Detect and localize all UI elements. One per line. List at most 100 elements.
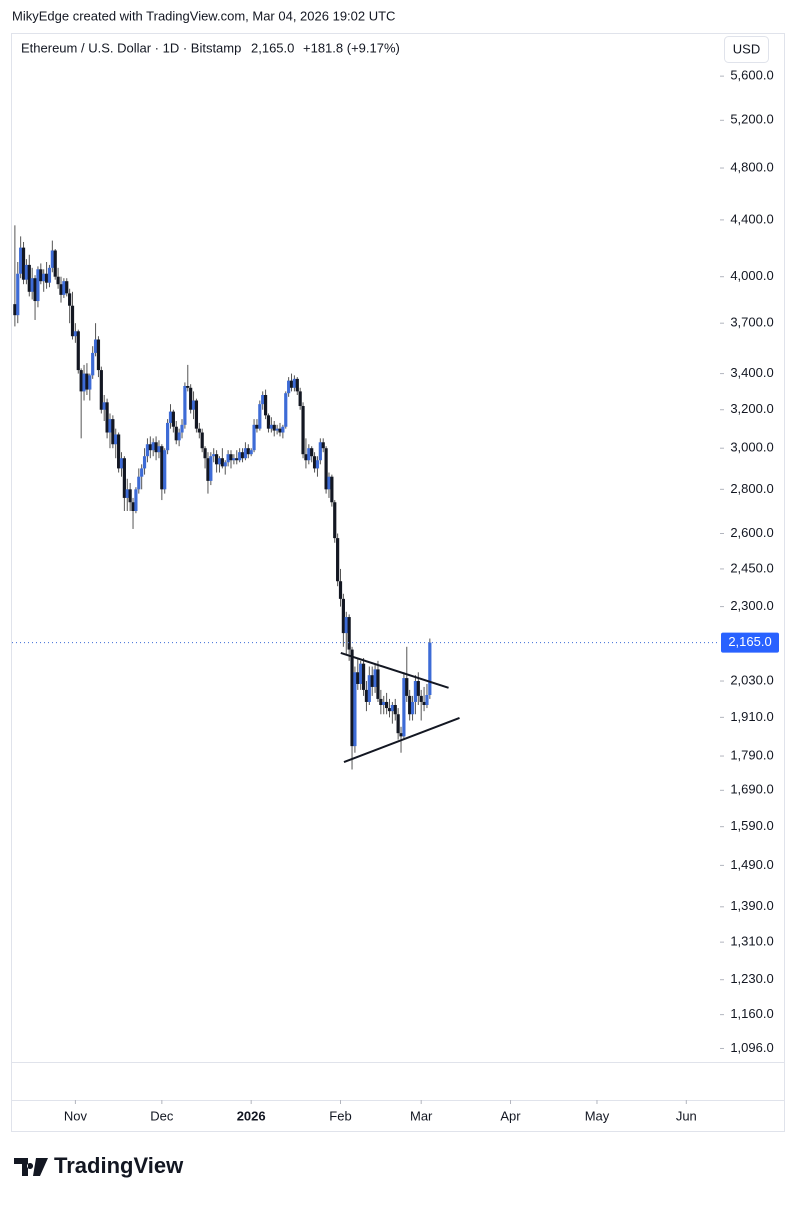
candle bbox=[364, 681, 369, 712]
candle bbox=[275, 424, 279, 435]
candle bbox=[327, 472, 331, 498]
candle-body bbox=[33, 278, 37, 302]
candle bbox=[301, 402, 305, 459]
candle-body bbox=[21, 247, 26, 280]
candle bbox=[214, 450, 219, 473]
candle-body bbox=[137, 476, 141, 490]
candle bbox=[148, 436, 152, 459]
candle bbox=[114, 428, 118, 459]
candle bbox=[324, 446, 328, 494]
candle bbox=[93, 323, 98, 357]
candle bbox=[134, 487, 138, 514]
candle-body bbox=[96, 339, 101, 371]
candle bbox=[385, 692, 389, 715]
candle-body bbox=[56, 276, 60, 285]
candle bbox=[151, 438, 155, 457]
candle-body bbox=[238, 452, 242, 461]
candle-body bbox=[39, 269, 43, 282]
candle bbox=[252, 419, 256, 453]
x-tick-label: Dec bbox=[150, 1108, 174, 1123]
candle-body bbox=[36, 269, 40, 302]
candle bbox=[269, 417, 273, 433]
candle-body bbox=[177, 432, 181, 441]
candle-body bbox=[287, 380, 291, 394]
candle bbox=[140, 464, 144, 490]
candle-body bbox=[24, 264, 29, 280]
logo: TradingView bbox=[14, 1153, 184, 1178]
candle bbox=[356, 657, 360, 690]
y-tick-label: 1,096.0 bbox=[730, 1040, 773, 1055]
y-tick-label: 3,200.0 bbox=[730, 401, 773, 416]
x-tick-label: Mar bbox=[410, 1108, 433, 1123]
candle bbox=[255, 419, 259, 433]
candle bbox=[272, 421, 276, 437]
candle bbox=[183, 382, 187, 429]
y-tick-label: 4,800.0 bbox=[730, 159, 773, 174]
candle bbox=[111, 415, 115, 449]
candle-body bbox=[408, 695, 412, 715]
candle-body bbox=[307, 448, 311, 461]
candle-body bbox=[263, 395, 268, 416]
x-tick-label: Apr bbox=[500, 1108, 521, 1123]
candle bbox=[42, 269, 46, 292]
candle bbox=[36, 266, 40, 308]
trendline bbox=[343, 717, 460, 763]
candle-body bbox=[318, 442, 322, 461]
candle-body bbox=[336, 538, 340, 582]
candle bbox=[246, 444, 250, 459]
candle-body bbox=[79, 370, 83, 392]
candle bbox=[376, 660, 380, 702]
candle bbox=[53, 249, 57, 280]
candle-body bbox=[402, 678, 406, 737]
candle bbox=[353, 666, 357, 753]
candle bbox=[145, 438, 150, 463]
candle bbox=[292, 375, 296, 392]
candle-body bbox=[128, 489, 132, 503]
candle-body bbox=[157, 446, 161, 453]
candle bbox=[186, 364, 190, 392]
candle bbox=[413, 675, 418, 715]
candle bbox=[128, 482, 132, 512]
candle-body bbox=[209, 456, 213, 481]
candle-body bbox=[399, 733, 403, 737]
candle-body bbox=[298, 391, 302, 407]
candle bbox=[163, 448, 167, 494]
candle bbox=[88, 373, 92, 401]
candle-body bbox=[186, 385, 190, 388]
candle-body bbox=[50, 250, 54, 268]
candle bbox=[174, 421, 178, 445]
candle bbox=[65, 278, 69, 297]
candle-body bbox=[410, 701, 415, 715]
candle bbox=[79, 368, 83, 439]
candle bbox=[19, 236, 23, 279]
candle bbox=[341, 593, 345, 647]
candle bbox=[217, 456, 222, 473]
candle bbox=[422, 686, 426, 712]
candle-body bbox=[168, 411, 173, 423]
candle-body bbox=[53, 250, 57, 277]
candle bbox=[68, 288, 72, 324]
candle-body bbox=[333, 502, 337, 539]
candle-body bbox=[189, 387, 193, 410]
candle-body bbox=[272, 424, 276, 431]
candle-body bbox=[255, 424, 259, 429]
candle-body bbox=[295, 378, 299, 392]
candle bbox=[154, 436, 158, 461]
candle-body bbox=[194, 400, 199, 429]
candle-body bbox=[356, 672, 360, 684]
currency-box[interactable] bbox=[724, 36, 769, 63]
candle-body bbox=[312, 456, 317, 469]
candle bbox=[425, 683, 429, 709]
candle-body bbox=[102, 402, 106, 410]
x-tick-label: Feb bbox=[329, 1108, 351, 1123]
candle bbox=[194, 398, 199, 433]
candle bbox=[347, 614, 351, 661]
candle-body bbox=[226, 454, 230, 463]
candle bbox=[212, 448, 216, 463]
candle bbox=[56, 267, 60, 289]
candle-body bbox=[212, 454, 216, 457]
candle-body bbox=[59, 284, 63, 295]
candle-body bbox=[105, 402, 109, 433]
currency[interactable]: USD bbox=[733, 41, 760, 56]
